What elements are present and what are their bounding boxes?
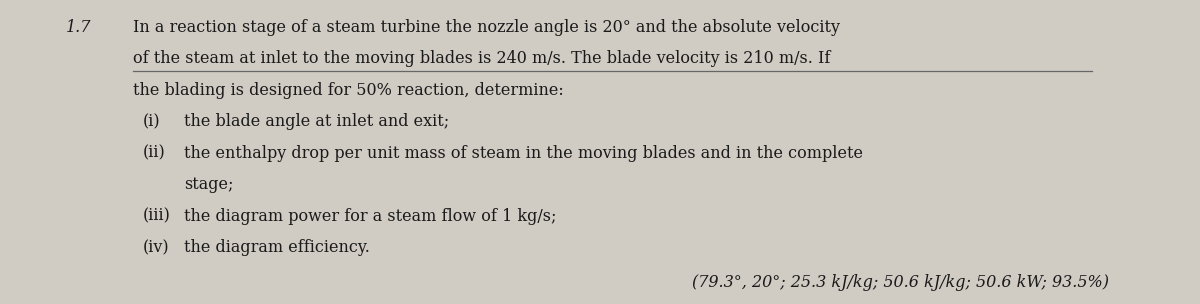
Text: the blade angle at inlet and exit;: the blade angle at inlet and exit; [185,113,450,130]
Text: 1.7: 1.7 [66,19,91,36]
Text: (iv): (iv) [143,239,169,256]
Text: In a reaction stage of a steam turbine the nozzle angle is 20° and the absolute : In a reaction stage of a steam turbine t… [133,19,840,36]
Text: (ii): (ii) [143,145,166,162]
Text: the blading is designed for 50% reaction, determine:: the blading is designed for 50% reaction… [133,82,564,99]
Text: the diagram efficiency.: the diagram efficiency. [185,239,371,256]
Text: of the steam at inlet to the moving blades is 240 m/s. The blade velocity is 210: of the steam at inlet to the moving blad… [133,50,830,67]
Text: (i): (i) [143,113,161,130]
Text: (iii): (iii) [143,208,170,225]
Text: stage;: stage; [185,176,234,193]
Text: the diagram power for a steam flow of 1 kg/s;: the diagram power for a steam flow of 1 … [185,208,557,225]
Text: the enthalpy drop per unit mass of steam in the moving blades and in the complet: the enthalpy drop per unit mass of steam… [185,145,863,162]
Text: (79.3°, 20°; 25.3 kJ/kg; 50.6 kJ/kg; 50.6 kW; 93.5%): (79.3°, 20°; 25.3 kJ/kg; 50.6 kJ/kg; 50.… [692,274,1110,291]
